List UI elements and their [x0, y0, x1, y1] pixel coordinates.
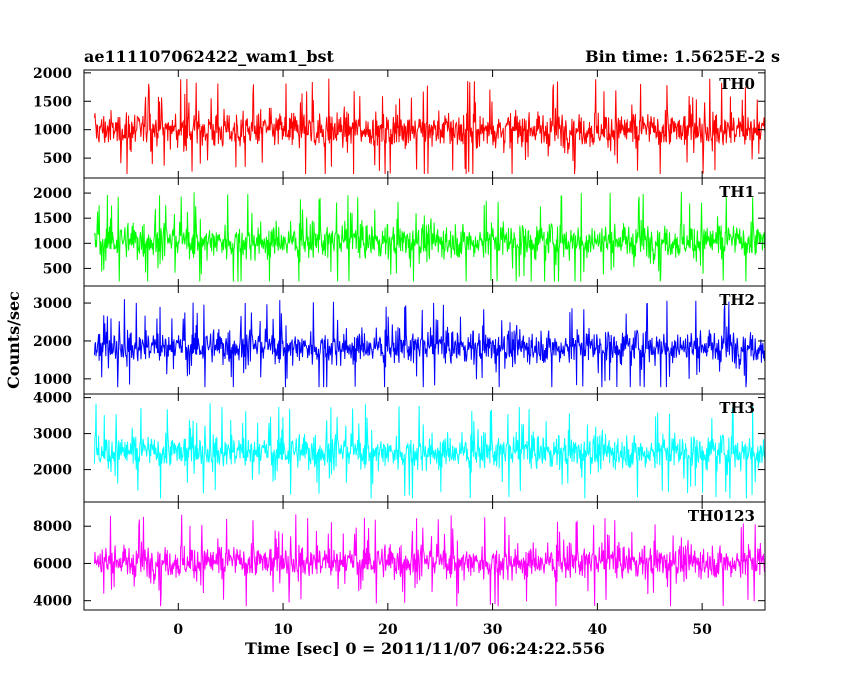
- panel-th1: 500 1000 1500 2000 TH1: [33, 177, 766, 287]
- y-tick-label: 8000: [33, 519, 72, 535]
- panel-label-th3: TH3: [719, 399, 755, 417]
- y-tick-label: 4000: [33, 391, 72, 407]
- x-axis: 0 10 20 30 40 50: [173, 622, 712, 638]
- y-tick-label: 4000: [33, 594, 72, 610]
- x-tick-label: 20: [378, 622, 398, 638]
- y-tick-label: 1500: [33, 211, 72, 227]
- x-tick-label: 40: [588, 622, 608, 638]
- series-th2: [93, 299, 765, 388]
- series-th3: [93, 403, 765, 499]
- panel-th0: 500 1000 1500 2000 TH0: [33, 66, 766, 179]
- panel-label-th2: TH2: [719, 291, 755, 309]
- panel-label-th0: TH0: [719, 75, 755, 93]
- x-axis-label: Time [sec] 0 = 2011/11/07 06:24:22.556: [245, 639, 605, 658]
- panel-label-th1: TH1: [719, 183, 755, 201]
- y-tick-label: 3000: [33, 427, 72, 443]
- y-tick-label: 1000: [33, 236, 72, 252]
- x-tick-label: 50: [692, 622, 712, 638]
- chart-title-right: Bin time: 1.5625E-2 s: [585, 47, 780, 66]
- y-tick-label: 1000: [33, 123, 72, 139]
- series-th0: [93, 78, 765, 175]
- y-tick-label: 1500: [33, 94, 72, 110]
- y-tick-label: 2000: [33, 463, 72, 479]
- panel-frame: [83, 501, 766, 611]
- y-tick-label: 2000: [33, 66, 72, 82]
- panel-th0123: 4000 6000 8000 TH0123: [33, 501, 766, 611]
- panel-th3: 2000 3000 4000 TH3: [33, 391, 766, 503]
- panel-th2: 1000 2000 3000 TH2: [33, 285, 766, 395]
- y-tick-label: 1000: [33, 372, 72, 388]
- x-tick-label: 10: [273, 622, 293, 638]
- panels-group: 500 1000 1500 2000 TH0 500 1000 1500 2000 TH1 1000…: [33, 66, 766, 611]
- y-tick-label: 6000: [33, 556, 72, 572]
- panel-frame: [83, 285, 766, 395]
- panel-label-th0123: TH0123: [688, 507, 755, 525]
- series-th0123: [93, 514, 765, 607]
- y-tick-label: 500: [43, 261, 72, 277]
- y-tick-label: 2000: [33, 186, 72, 202]
- chart-title-left: ae111107062422_wam1_bst: [84, 47, 335, 66]
- x-tick-label: 0: [173, 622, 183, 638]
- y-tick-label: 3000: [33, 296, 72, 312]
- x-tick-label: 30: [483, 622, 503, 638]
- y-axis-label: Counts/sec: [4, 291, 23, 389]
- y-tick-label: 500: [43, 151, 72, 167]
- series-th1: [93, 191, 765, 282]
- y-tick-label: 2000: [33, 334, 72, 350]
